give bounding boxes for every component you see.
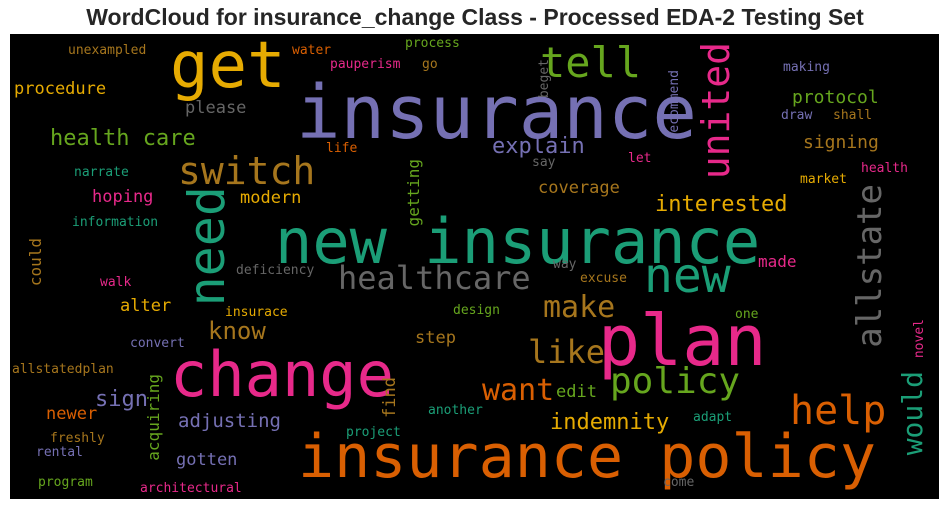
- word-go: go: [422, 57, 438, 72]
- word-narrate: narrate: [74, 165, 129, 180]
- word-would: would: [896, 371, 929, 456]
- word-recommend: recommend: [667, 70, 682, 141]
- wordcloud-canvas: insurance new insurance insurance policy pl…: [10, 34, 939, 499]
- word-project: project: [346, 425, 401, 440]
- word-walk: walk: [100, 275, 132, 290]
- word-another: another: [428, 403, 483, 418]
- word-indemnity: indemnity: [550, 410, 670, 435]
- word-architectural: architectural: [140, 481, 242, 496]
- word-one: one: [735, 307, 759, 322]
- word-newer: newer: [46, 404, 98, 424]
- word-let: let: [628, 151, 652, 166]
- word-life: life: [326, 141, 358, 156]
- word-insurance-policy: insurance policy: [298, 422, 876, 492]
- word-beget: beget: [537, 59, 552, 99]
- word-pauperism: pauperism: [330, 57, 401, 72]
- word-design: design: [453, 303, 500, 318]
- word-new-insurance: new insurance: [275, 205, 761, 278]
- word-say: say: [532, 155, 556, 170]
- word-market: market: [800, 172, 847, 187]
- word-edit: edit: [556, 382, 597, 402]
- word-making: making: [783, 60, 830, 75]
- word-insurace: insurace: [225, 305, 288, 320]
- word-adapt: adapt: [693, 410, 733, 425]
- word-health: health: [861, 161, 908, 176]
- word-alter: alter: [120, 296, 172, 316]
- word-gotten: gotten: [176, 450, 238, 470]
- word-draw: draw: [781, 108, 813, 123]
- word-interested: interested: [655, 192, 788, 217]
- word-insurance: insurance: [296, 70, 697, 156]
- word-need: need: [178, 186, 236, 307]
- word-rental: rental: [36, 445, 83, 460]
- word-made: made: [758, 252, 797, 271]
- word-could: could: [26, 238, 45, 287]
- word-allstate: allstate: [850, 184, 890, 348]
- word-step: step: [415, 328, 456, 348]
- word-health-care: health care: [50, 126, 196, 151]
- word-acquiring: acquiring: [144, 374, 163, 461]
- word-please: please: [185, 98, 247, 118]
- word-tell: tell: [540, 38, 642, 87]
- word-new: new: [644, 248, 731, 304]
- word-deficiency: deficiency: [236, 263, 315, 278]
- word-come: come: [663, 475, 695, 490]
- word-healthcare: healthcare: [338, 259, 531, 297]
- word-coverage: coverage: [538, 178, 620, 198]
- word-switch: switch: [178, 149, 316, 193]
- word-find: find: [380, 377, 400, 418]
- word-know: know: [208, 317, 266, 345]
- word-sign: sign: [95, 387, 148, 412]
- word-explain: explain: [492, 134, 585, 159]
- word-way: way: [553, 257, 577, 272]
- word-want: want: [482, 373, 555, 408]
- word-procedure: procedure: [14, 79, 107, 99]
- word-process: process: [405, 36, 460, 51]
- word-help: help: [790, 388, 887, 434]
- word-information: information: [72, 215, 159, 230]
- word-hoping: hoping: [92, 187, 154, 207]
- word-make: make: [543, 290, 616, 325]
- word-united: united: [694, 42, 738, 180]
- word-water: water: [292, 43, 332, 58]
- word-allstatedplan: allstatedplan: [12, 362, 114, 377]
- word-freshly: freshly: [50, 431, 105, 446]
- word-plan: plan: [598, 300, 767, 382]
- word-protocol: protocol: [792, 87, 879, 108]
- word-excuse: excuse: [580, 271, 627, 286]
- word-program: program: [38, 475, 93, 490]
- word-unexampled: unexampled: [68, 43, 147, 58]
- word-modern: modern: [240, 188, 302, 208]
- word-like: like: [528, 333, 606, 371]
- word-change: change: [170, 338, 394, 411]
- word-shall: shall: [833, 108, 873, 123]
- word-policy: policy: [610, 361, 741, 402]
- word-adjusting: adjusting: [178, 410, 281, 432]
- word-signing: signing: [803, 132, 879, 153]
- word-novel: novel: [912, 319, 927, 359]
- chart-title: WordCloud for insurance_change Class - P…: [86, 4, 864, 30]
- word-convert: convert: [130, 336, 185, 351]
- word-getting: getting: [404, 159, 423, 227]
- word-get: get: [170, 34, 286, 103]
